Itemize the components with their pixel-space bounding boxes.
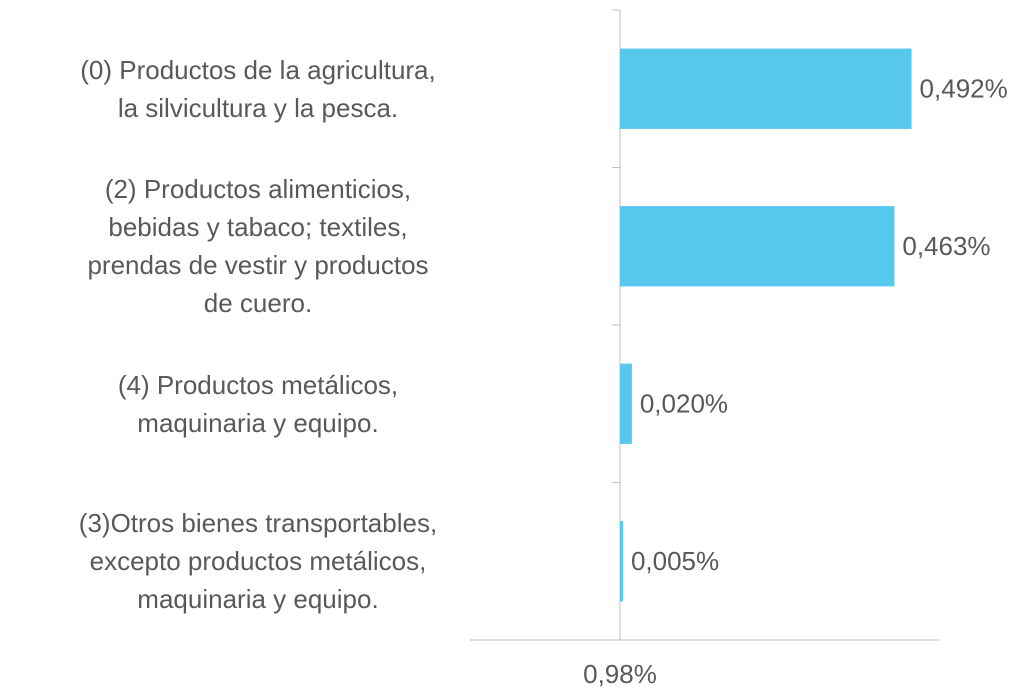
bar (620, 48, 912, 129)
bar (620, 206, 895, 287)
value-label: 0,492% (920, 74, 1008, 104)
x-axis-label: 0,98% (583, 659, 657, 688)
category-label: (0) Productos de la agricultura, la silv… (80, 54, 436, 123)
category-label: (3)Otros bienes transportables, excepto … (78, 508, 438, 615)
bar (620, 521, 623, 602)
value-label: 0,020% (640, 389, 728, 419)
category-label: (2) Productos alimenticios, bebidas y ta… (87, 174, 429, 319)
bar (620, 363, 632, 444)
value-label: 0,463% (902, 231, 990, 261)
value-label: 0,005% (631, 546, 719, 576)
category-label: (4) Productos metálicos, maquinaria y eq… (117, 369, 399, 438)
